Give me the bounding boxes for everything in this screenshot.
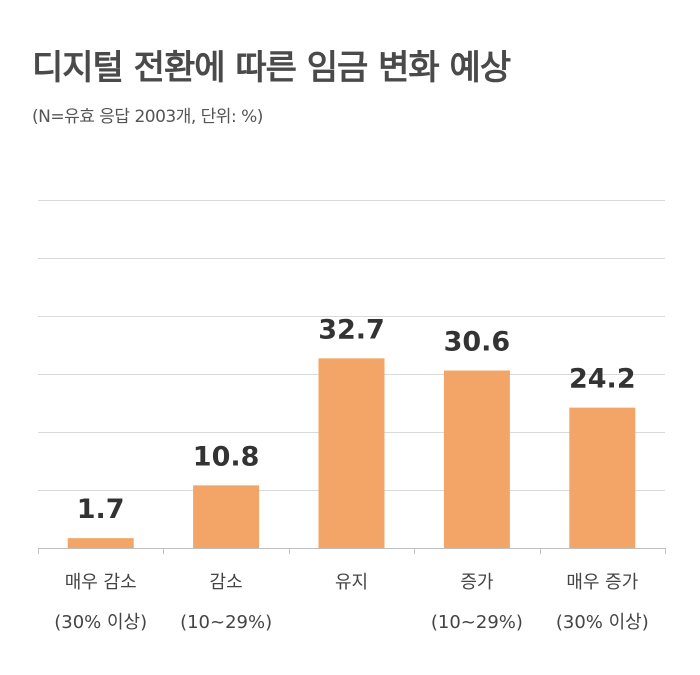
bar <box>569 407 636 548</box>
x-tick-label: 감소 <box>210 572 243 593</box>
x-tick-label-sub: (10~29%) <box>180 612 272 633</box>
x-tick-label-sub: (10~29%) <box>431 612 523 633</box>
bar <box>318 358 385 548</box>
data-label: 30.6 <box>444 327 511 358</box>
x-tick-label: 증가 <box>460 572 493 593</box>
data-label: 1.7 <box>77 494 125 525</box>
x-tick-label-sub: (30% 이상) <box>54 612 147 633</box>
bar <box>443 370 510 548</box>
data-label: 32.7 <box>318 314 385 345</box>
x-tick-label: 매우 증가 <box>566 572 638 593</box>
data-label: 24.2 <box>569 364 636 395</box>
x-tick-label: 유지 <box>335 572 368 593</box>
x-tick-label: 매우 감소 <box>65 572 137 593</box>
chart-title: 디지털 전환에 따른 임금 변화 예상 <box>32 48 511 88</box>
data-label: 10.8 <box>193 441 260 472</box>
bar <box>193 485 260 548</box>
bar <box>67 538 134 548</box>
chart-subtitle: (N=유효 응답 2003개, 단위: %) <box>32 107 263 127</box>
x-tick-label-sub: (30% 이상) <box>556 612 649 633</box>
